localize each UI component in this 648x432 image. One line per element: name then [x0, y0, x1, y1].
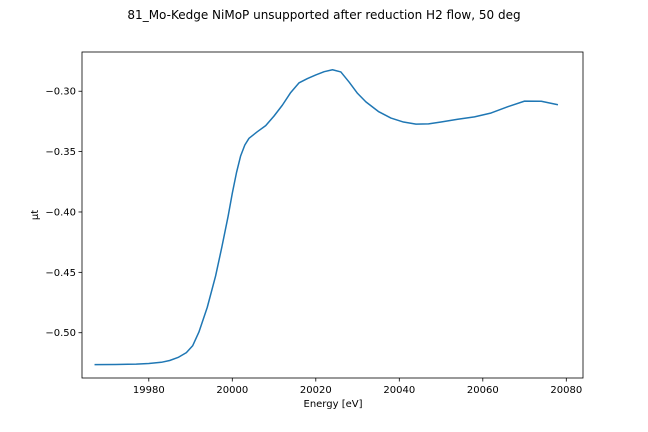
y-tick-label: −0.50	[45, 328, 76, 339]
x-tick-label: 20040	[383, 385, 415, 396]
series-line	[94, 69, 559, 366]
x-axis-label: Energy [eV]	[304, 399, 363, 410]
x-tick-label: 20060	[467, 385, 499, 396]
plot-area: 19980 20000 20020 20040 20060 20080 −0.50 −0.45…	[45, 51, 584, 396]
chart-title: 81_Mo-Kedge NiMoP unsupported after redu…	[127, 8, 520, 22]
y-tick-label: −0.40	[45, 207, 76, 218]
y-tick-label: −0.35	[45, 147, 76, 158]
x-tick-label: 20000	[216, 385, 248, 396]
y-axis-label: μt	[30, 210, 41, 220]
x-tick-label: 20020	[300, 385, 332, 396]
y-tick-label: −0.30	[45, 87, 76, 98]
x-tick-label: 19980	[133, 385, 165, 396]
plot-frame	[81, 51, 584, 379]
y-tick-label: −0.45	[45, 268, 76, 279]
x-tick-label: 20080	[550, 385, 582, 396]
